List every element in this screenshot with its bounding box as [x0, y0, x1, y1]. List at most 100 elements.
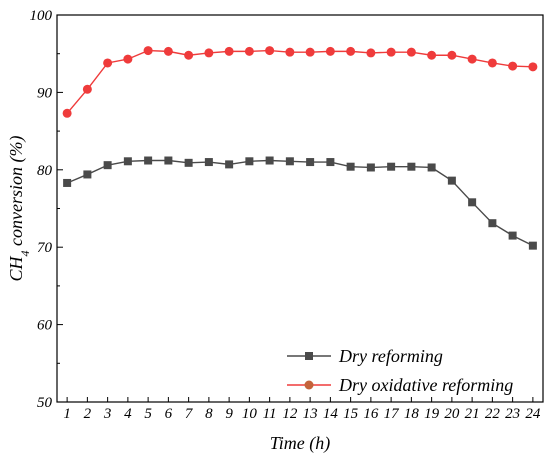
x-tick-label: 9 [225, 406, 233, 422]
data-point [508, 231, 517, 240]
data-point [103, 58, 113, 68]
legend-entry: Dry oxidative reforming [287, 375, 513, 395]
x-tick-label: 19 [424, 406, 440, 422]
data-point [164, 156, 173, 165]
legend-entry: Dry reforming [287, 346, 443, 366]
x-tick-label: 23 [505, 406, 520, 422]
x-tick-label: 18 [404, 406, 420, 422]
data-point [387, 162, 396, 171]
series-line [66, 159, 534, 247]
data-point [366, 163, 375, 172]
plot-frame [56, 14, 544, 403]
data-point [204, 158, 213, 167]
y-axis-title-subscript: 4 [18, 250, 32, 256]
x-tick-label: 13 [303, 406, 318, 422]
data-point [265, 156, 274, 165]
data-point [427, 163, 436, 172]
series-dry-oxidative-reforming [62, 46, 538, 118]
x-tick-label: 22 [485, 406, 501, 422]
x-tick-label: 24 [525, 406, 541, 422]
x-tick-label: 14 [323, 406, 339, 422]
x-tick-label: 15 [343, 406, 359, 422]
data-point [306, 158, 315, 167]
x-tick-label: 2 [84, 406, 92, 422]
x-tick-label: 7 [185, 406, 194, 422]
data-point [244, 46, 254, 56]
data-point [184, 50, 194, 60]
data-point [366, 48, 376, 58]
data-point [528, 62, 538, 72]
plot-area [56, 14, 544, 403]
data-point [63, 178, 72, 187]
x-tick-label: 4 [124, 406, 132, 422]
data-point [285, 47, 295, 57]
y-tick-label: 60 [37, 318, 53, 334]
data-point [123, 157, 132, 166]
data-point [447, 176, 456, 185]
data-point [468, 198, 477, 207]
data-point [386, 47, 396, 57]
y-tick-label: 80 [37, 163, 53, 179]
data-point [346, 46, 356, 56]
data-point [305, 47, 315, 57]
series-line [66, 49, 533, 114]
x-tick-label: 16 [363, 406, 379, 422]
x-tick-label: 10 [242, 406, 258, 422]
data-point [265, 46, 275, 56]
data-point [184, 158, 193, 167]
data-point [204, 48, 214, 58]
y-axis-title-suffix: conversion (%) [6, 136, 27, 251]
x-tick-label: 3 [103, 406, 112, 422]
y-axis-title-prefix: CH [6, 255, 26, 281]
data-point [123, 54, 133, 64]
data-point [487, 58, 497, 68]
data-point [62, 108, 72, 118]
series-dry-reforming [63, 156, 537, 250]
x-tick-label: 8 [205, 406, 213, 422]
data-point [163, 46, 173, 56]
x-axis: 1 2 3 4 5 6 7 8 9 10 11 12 13 14 15 16 17 18 19 20 21 22 23 24 [63, 397, 541, 422]
data-point [488, 219, 497, 228]
data-point [406, 47, 416, 57]
data-point [508, 61, 518, 71]
data-point [346, 162, 355, 171]
y-tick-label: 90 [37, 85, 53, 101]
legend-label: Dry reforming [338, 346, 443, 366]
data-point [224, 46, 234, 56]
y-axis-title: CH4 conversion (%) [6, 136, 32, 282]
x-tick-label: 11 [263, 406, 277, 422]
data-point [245, 157, 254, 166]
data-point [285, 157, 294, 166]
y-tick-label: 50 [37, 395, 53, 411]
data-point [225, 160, 234, 169]
data-point [447, 50, 457, 60]
legend-marker [304, 380, 314, 390]
legend-marker [305, 352, 313, 360]
data-point [103, 161, 112, 170]
data-point [325, 46, 335, 56]
y-tick-label: 70 [37, 240, 53, 256]
x-tick-label: 12 [282, 406, 298, 422]
x-axis-title: Time (h) [270, 433, 331, 454]
data-point [528, 241, 537, 250]
data-point [326, 158, 335, 167]
data-point [143, 46, 153, 56]
data-point [427, 50, 437, 60]
legend: Dry reforming Dry oxidative reforming [287, 346, 513, 395]
data-point [467, 54, 477, 64]
x-tick-label: 5 [144, 406, 152, 422]
data-point [83, 170, 92, 179]
x-tick-label: 6 [165, 406, 173, 422]
series-layer [62, 46, 538, 250]
y-tick-label: 100 [30, 8, 53, 24]
x-tick-label: 21 [465, 406, 480, 422]
data-point [407, 162, 416, 171]
data-point [144, 156, 153, 165]
x-tick-label: 1 [63, 406, 71, 422]
y-axis: 50 60 70 80 90 100 [30, 8, 63, 411]
data-point [82, 84, 92, 94]
x-tick-label: 20 [444, 406, 460, 422]
legend-label: Dry oxidative reforming [338, 375, 513, 395]
x-tick-label: 17 [384, 406, 401, 422]
